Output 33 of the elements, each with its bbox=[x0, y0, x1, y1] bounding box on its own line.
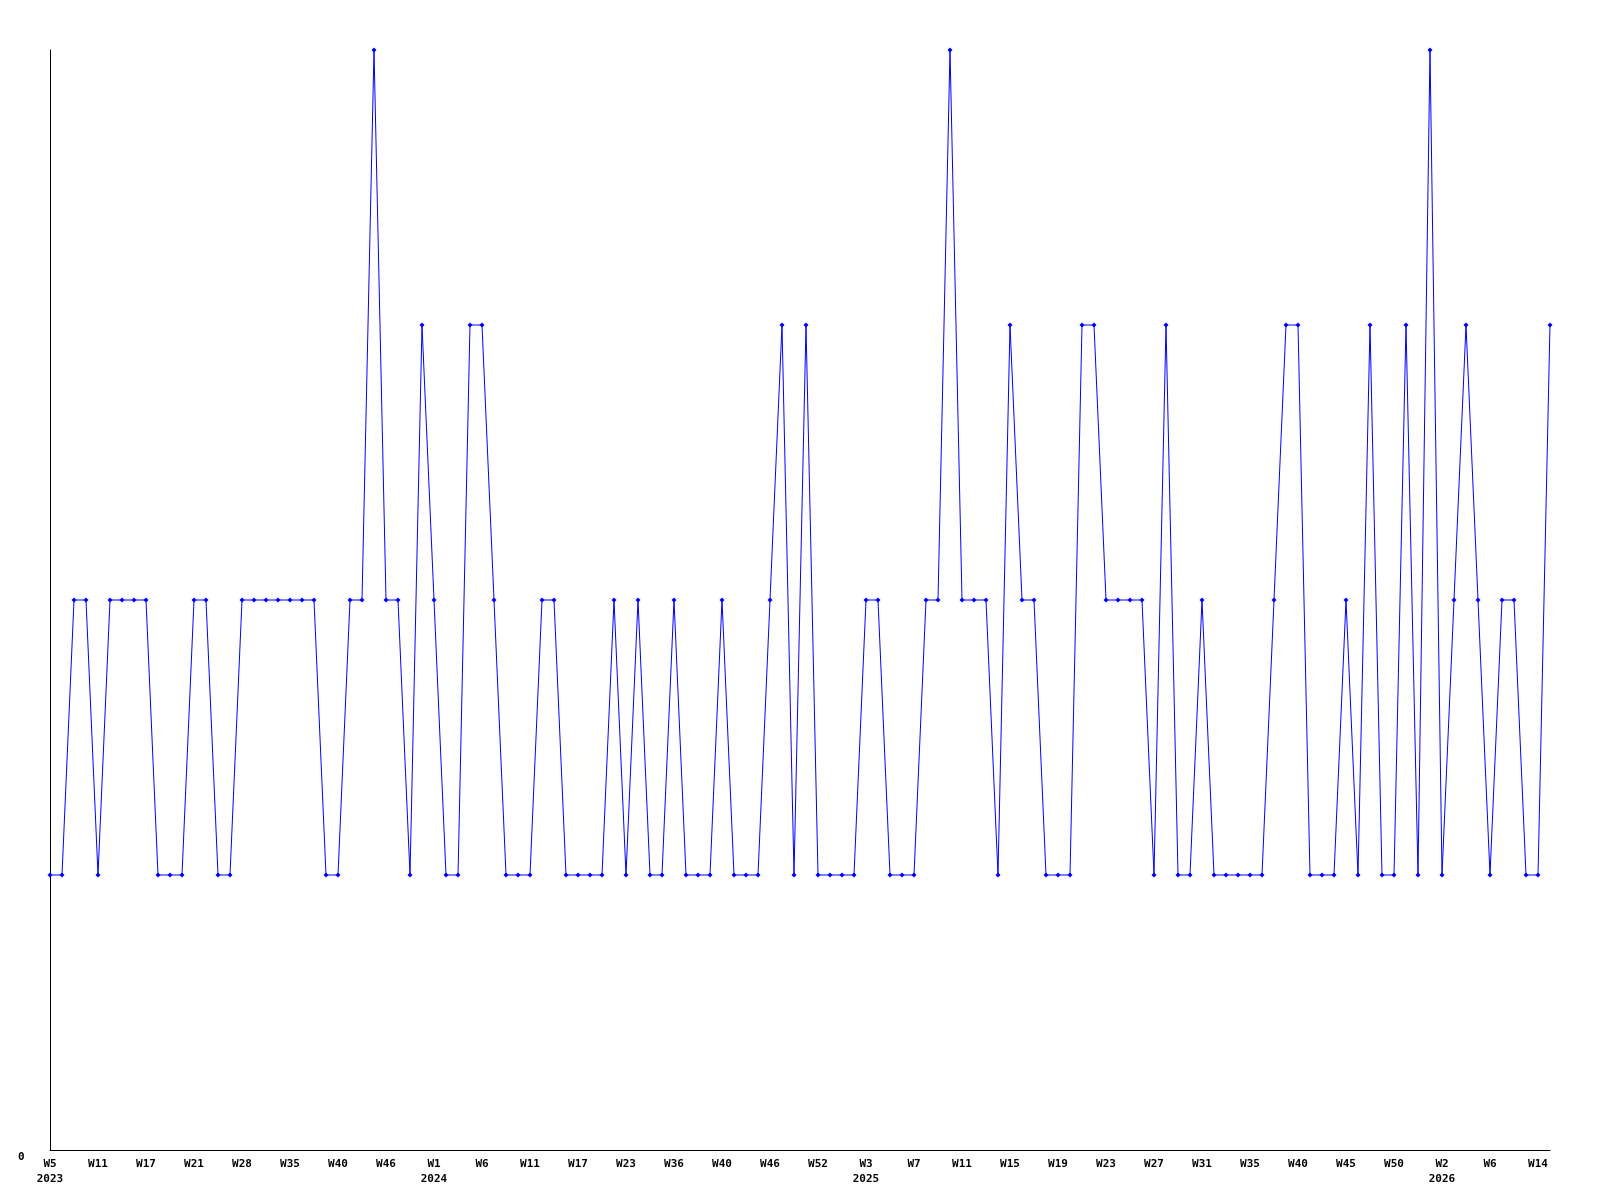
x-tick-label: W11 bbox=[88, 1157, 109, 1170]
x-tick-label: W31 bbox=[1192, 1157, 1213, 1170]
x-tick-label: W40 bbox=[328, 1157, 348, 1170]
x-tick-label: W40 bbox=[1288, 1157, 1308, 1170]
x-tick-label: W11 bbox=[520, 1157, 541, 1170]
x-tick-label: W27 bbox=[1144, 1157, 1164, 1170]
x-tick-label: W52 bbox=[808, 1157, 828, 1170]
x-tick-label: W28 bbox=[232, 1157, 252, 1170]
x-tick-label: W35 bbox=[280, 1157, 300, 1170]
x-tick-label: W36 bbox=[664, 1157, 685, 1170]
x-tick-label: W19 bbox=[1048, 1157, 1068, 1170]
x-tick-label: W46 bbox=[760, 1157, 781, 1170]
x-tick-label: W15 bbox=[1000, 1157, 1020, 1170]
x-tick-label: W17 bbox=[568, 1157, 588, 1170]
x-tick-label: W40 bbox=[712, 1157, 732, 1170]
x-tick-label: W21 bbox=[184, 1157, 205, 1170]
x-tick-label: W45 bbox=[1336, 1157, 1356, 1170]
x-tick-label: W7 bbox=[907, 1157, 921, 1170]
x-tick-label: W5 2023 bbox=[36, 1157, 64, 1185]
x-tick-label: W6 bbox=[1483, 1157, 1497, 1170]
x-tick-label: W17 bbox=[136, 1157, 156, 1170]
x-tick-label: W6 bbox=[475, 1157, 489, 1170]
x-tick-label: W14 bbox=[1528, 1157, 1549, 1170]
x-tick-label: W50 bbox=[1384, 1157, 1404, 1170]
x-tick-label: W3 2025 bbox=[852, 1157, 880, 1185]
x-tick-label: W35 bbox=[1240, 1157, 1260, 1170]
x-tick-label: W1 2024 bbox=[420, 1157, 448, 1185]
x-tick-label: W2 2026 bbox=[1428, 1157, 1456, 1185]
x-tick-label: W23 bbox=[1096, 1157, 1116, 1170]
x-tick-label: W23 bbox=[616, 1157, 636, 1170]
x-tick-label: W46 bbox=[376, 1157, 397, 1170]
x-tick-label: W11 bbox=[952, 1157, 973, 1170]
text: 0 bbox=[18, 1150, 25, 1163]
